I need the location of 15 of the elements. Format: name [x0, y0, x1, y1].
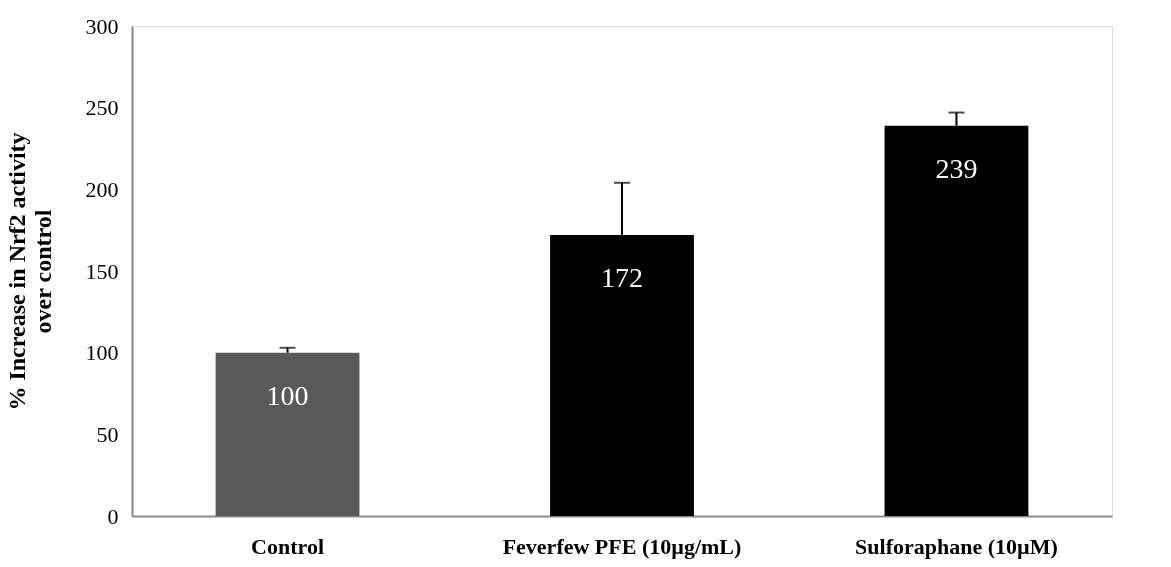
y-tick-label: 250 [85, 95, 119, 121]
data-label: 172 [601, 262, 643, 294]
data-label: 239 [935, 152, 978, 184]
y-tick-label: 50 [96, 421, 119, 447]
y-tick-label: 300 [85, 13, 119, 39]
y-tick-label: 0 [107, 503, 119, 529]
x-tick-label: Control [251, 533, 324, 559]
bar [215, 352, 360, 516]
y-axis-title: % Increase in Nrf2 activity over control [3, 132, 56, 411]
y-tick-label: 100 [85, 340, 119, 366]
x-tick-label: Sulforaphane (10µM) [855, 533, 1058, 559]
x-tick-label: Feverfew PFE (10µg/mL) [502, 533, 742, 559]
y-tick-label: 150 [85, 258, 119, 284]
y-tick-label: 200 [85, 176, 119, 202]
data-label: 100 [266, 379, 309, 411]
